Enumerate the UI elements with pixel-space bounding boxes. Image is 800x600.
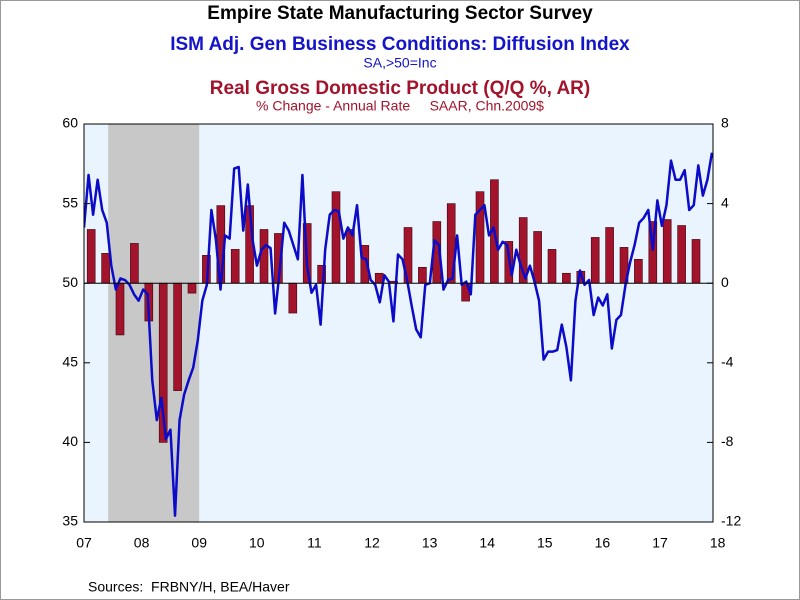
x-tick-label: 15	[537, 535, 553, 551]
x-tick-label: 14	[479, 535, 495, 551]
bar	[86, 229, 96, 284]
series-title: ISM Adj. Gen Business Conditions: Diffus…	[170, 34, 630, 55]
bar	[288, 282, 298, 314]
y2-tick-label: 0	[721, 274, 729, 290]
y2-tick-label: 8	[721, 115, 729, 131]
y2-tick-label: -4	[721, 354, 734, 370]
x-tick-label: 13	[422, 535, 438, 551]
y-tick-label: 55	[62, 194, 78, 210]
bar	[662, 219, 672, 284]
bar	[346, 229, 355, 284]
bar	[187, 282, 197, 294]
x-tick-label: 09	[191, 535, 207, 551]
source: Sources: FRBNY/H, BEA/Haver	[88, 579, 290, 595]
bar	[101, 253, 110, 284]
bar	[605, 227, 614, 284]
plot-border	[83, 123, 714, 523]
x-tick-label: 17	[652, 535, 668, 551]
bar	[418, 266, 427, 284]
bar	[230, 249, 240, 284]
x-tick-label: 16	[595, 535, 611, 551]
x-tick-label: 07	[76, 535, 92, 551]
bar	[691, 239, 701, 284]
y-tick-label: 35	[62, 513, 78, 529]
bar	[634, 259, 643, 284]
bar	[547, 249, 557, 284]
x-tick-label: 11	[307, 535, 322, 551]
bar	[590, 237, 600, 284]
x-tick-label: 18	[710, 535, 726, 551]
chart-title: Empire State Manufacturing Sector Survey	[207, 3, 593, 24]
x-tick-label: 08	[134, 535, 150, 551]
y-tick-label: 45	[62, 354, 78, 370]
plot-marks	[84, 152, 713, 517]
bar	[562, 272, 571, 284]
bar	[130, 243, 139, 284]
y2-tick-label: -12	[721, 513, 741, 529]
bar	[533, 231, 542, 284]
y-tick-label: 50	[62, 274, 78, 290]
series-units: % Change - Annual Rate SAAR, Chn.2009$	[256, 98, 544, 114]
series-units: SA,>50=Inc	[363, 55, 436, 71]
y-tick-label: 40	[62, 433, 78, 449]
y2-tick-label: -8	[721, 433, 734, 449]
x-tick-label: 10	[249, 535, 265, 551]
line	[84, 152, 713, 517]
y2-tick-label: 4	[721, 194, 729, 210]
bar	[677, 225, 686, 284]
x-tick-label: 12	[364, 535, 380, 551]
bar	[259, 229, 269, 284]
bar	[115, 282, 125, 336]
series-title: Real Gross Domestic Product (Q/Q %, AR)	[210, 78, 590, 99]
bar	[173, 282, 182, 391]
bar	[331, 191, 341, 284]
y-tick-label: 60	[62, 115, 78, 131]
